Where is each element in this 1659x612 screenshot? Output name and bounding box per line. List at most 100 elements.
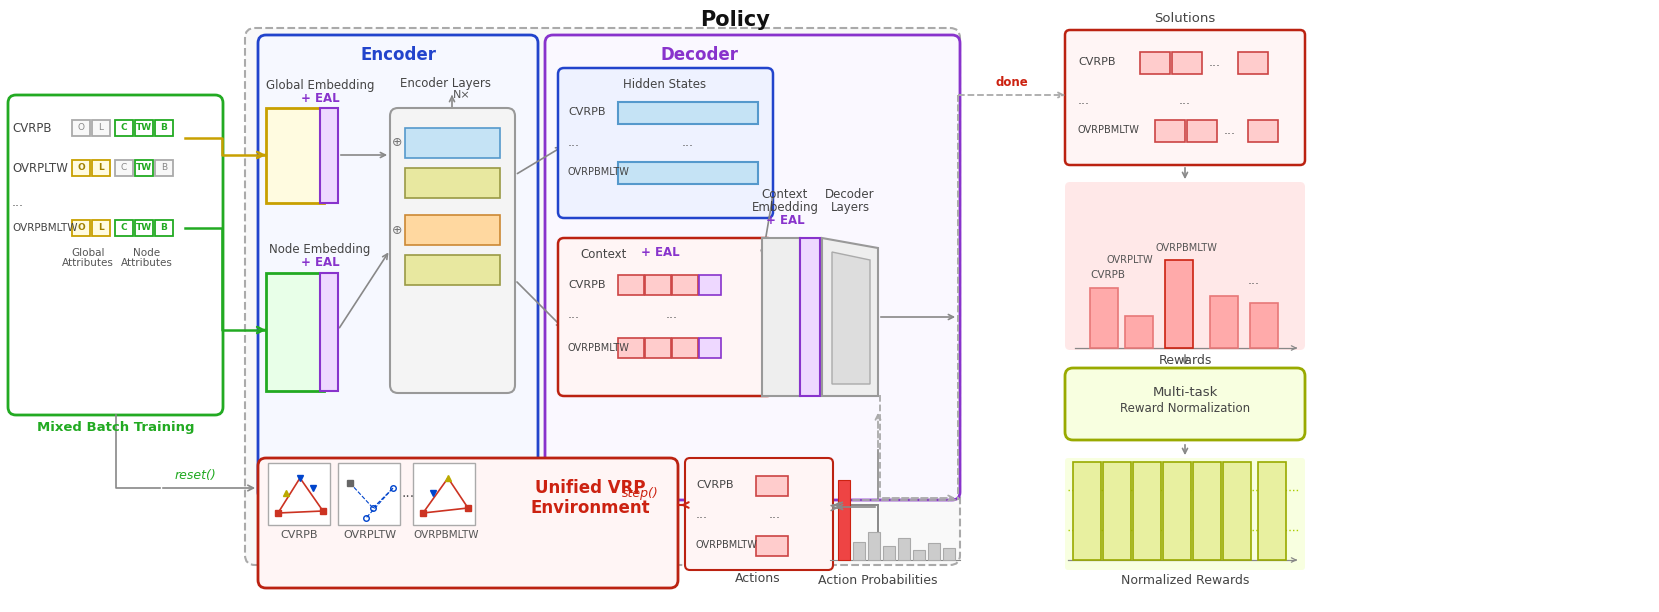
Bar	[853, 542, 864, 560]
FancyBboxPatch shape	[1065, 458, 1306, 570]
Text: Normalized Rewards: Normalized Rewards	[1121, 573, 1249, 586]
Bar	[619, 275, 644, 295]
FancyBboxPatch shape	[1065, 182, 1306, 350]
Text: ...: ...	[770, 509, 781, 521]
Text: Policy: Policy	[700, 10, 770, 30]
Text: + EAL: + EAL	[300, 256, 340, 269]
Text: ...: ...	[1224, 124, 1236, 136]
Bar	[1193, 462, 1221, 560]
Text: done: done	[995, 75, 1029, 89]
Bar	[619, 102, 758, 124]
FancyBboxPatch shape	[1065, 368, 1306, 440]
Text: OVRPBMLTW: OVRPBMLTW	[1078, 125, 1140, 135]
Text: Decoder: Decoder	[660, 46, 738, 64]
Text: OVRPBMLTW: OVRPBMLTW	[697, 540, 758, 550]
Bar	[320, 273, 338, 391]
Text: TW: TW	[136, 163, 153, 173]
Bar	[1249, 303, 1277, 348]
Bar	[265, 108, 324, 203]
Text: OVRPBMLTW: OVRPBMLTW	[567, 167, 630, 177]
Text: C: C	[121, 163, 128, 173]
Text: TW: TW	[136, 124, 153, 133]
Bar	[1248, 120, 1277, 142]
Bar	[883, 546, 894, 560]
Text: OVRPBMLTW: OVRPBMLTW	[413, 530, 479, 540]
Text: reset(): reset()	[174, 469, 216, 482]
Bar	[1223, 462, 1251, 560]
Text: ...: ...	[697, 509, 708, 521]
Text: + EAL: + EAL	[766, 214, 805, 228]
Text: O: O	[76, 223, 85, 233]
Text: ...: ...	[1248, 274, 1259, 286]
Text: Global Embedding: Global Embedding	[265, 78, 375, 92]
Text: Multi-task: Multi-task	[1153, 386, 1218, 398]
Text: ⊕: ⊕	[392, 136, 401, 149]
Text: ...: ...	[682, 136, 693, 149]
FancyBboxPatch shape	[557, 238, 773, 396]
Bar	[698, 338, 722, 358]
Text: ...: ...	[1180, 94, 1191, 106]
Bar	[71, 220, 90, 236]
Bar	[114, 120, 133, 136]
Bar	[405, 128, 499, 158]
Bar	[1163, 462, 1191, 560]
Bar	[800, 238, 820, 396]
Bar	[91, 120, 109, 136]
Bar	[1186, 120, 1218, 142]
Text: L: L	[98, 163, 105, 173]
Bar	[405, 215, 499, 245]
Text: OVRPBMLTW: OVRPBMLTW	[1155, 243, 1216, 253]
Text: B: B	[161, 223, 168, 233]
Text: ...: ...	[1209, 56, 1221, 70]
Bar	[1165, 260, 1193, 348]
Text: OVRPBMLTW: OVRPBMLTW	[567, 343, 630, 353]
Text: Attributes: Attributes	[61, 258, 114, 268]
Text: CVRPB: CVRPB	[567, 280, 606, 290]
Text: + EAL: + EAL	[640, 245, 679, 258]
Text: Encoder Layers: Encoder Layers	[400, 76, 491, 89]
Bar	[1125, 316, 1153, 348]
FancyBboxPatch shape	[8, 95, 222, 415]
Bar	[757, 476, 788, 496]
Text: Context: Context	[761, 188, 808, 201]
Text: CVRPB: CVRPB	[280, 530, 319, 540]
Text: CVRPB: CVRPB	[697, 480, 733, 490]
Text: ...: ...	[12, 196, 23, 209]
Text: OVRPLTW: OVRPLTW	[343, 530, 397, 540]
Text: ...: ...	[401, 486, 415, 500]
Polygon shape	[821, 238, 878, 396]
Bar	[269, 463, 330, 525]
Text: ...: ...	[665, 308, 679, 321]
Bar	[1238, 52, 1267, 74]
Text: ...: ...	[567, 136, 581, 149]
Text: Decoder: Decoder	[825, 188, 874, 201]
Bar	[698, 275, 722, 295]
Text: B: B	[161, 163, 168, 173]
Text: Action Probabilities: Action Probabilities	[818, 573, 937, 586]
Text: Layers: Layers	[831, 201, 869, 214]
Text: Mixed Batch Training: Mixed Batch Training	[36, 422, 194, 435]
Text: + EAL: + EAL	[300, 92, 340, 105]
Bar	[114, 160, 133, 176]
Text: B: B	[161, 124, 168, 133]
Text: CVRPB: CVRPB	[1090, 270, 1125, 280]
Bar	[154, 120, 173, 136]
Text: step(): step()	[622, 487, 659, 499]
Text: CVRPB: CVRPB	[1078, 57, 1115, 67]
Text: Global: Global	[71, 248, 105, 258]
Text: CVRPB: CVRPB	[567, 107, 606, 117]
Bar	[1103, 462, 1131, 560]
Bar	[672, 275, 698, 295]
Bar	[265, 273, 324, 391]
Polygon shape	[833, 252, 869, 384]
Bar	[134, 220, 153, 236]
Text: O: O	[78, 124, 85, 133]
Text: Node Embedding: Node Embedding	[269, 244, 370, 256]
Bar	[757, 536, 788, 556]
Bar	[619, 338, 644, 358]
Bar	[405, 255, 499, 285]
Text: Solutions: Solutions	[1155, 12, 1216, 24]
Bar	[868, 532, 879, 560]
FancyBboxPatch shape	[259, 458, 679, 588]
Bar	[912, 550, 926, 560]
